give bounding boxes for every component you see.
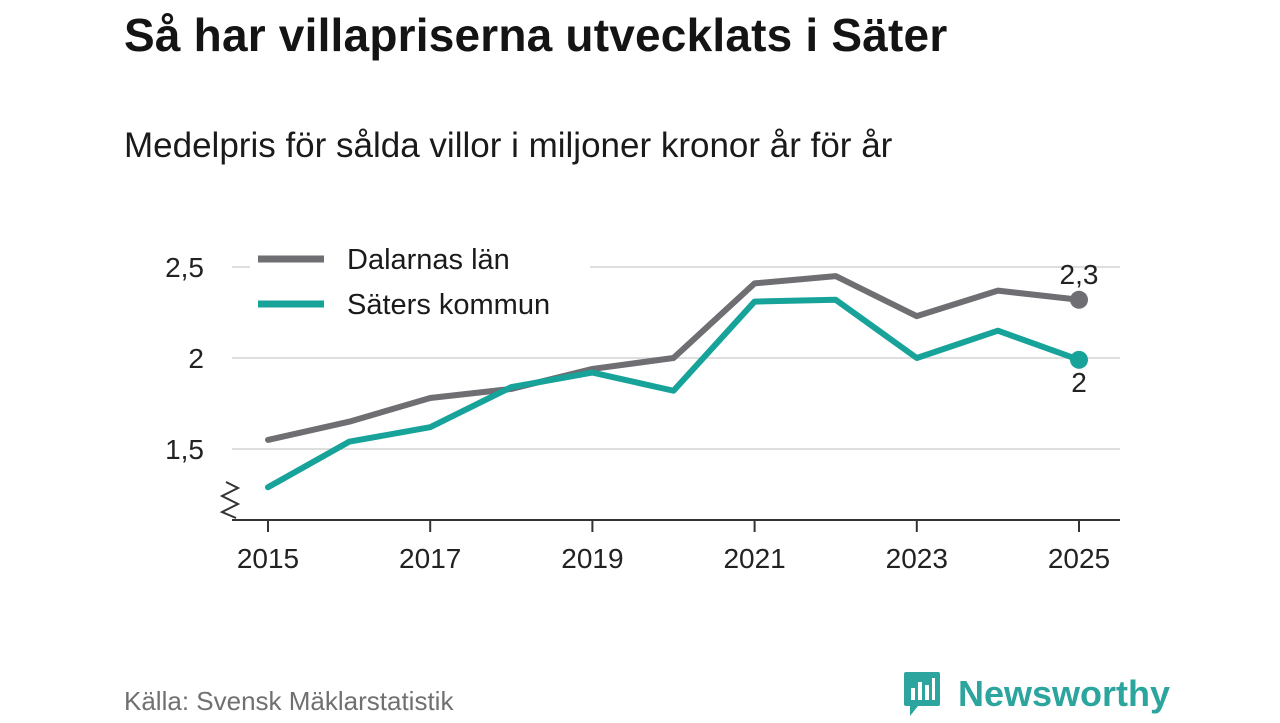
legend-label: Dalarnas län <box>347 244 510 276</box>
axis-break-icon <box>219 481 241 519</box>
chart-title: Så har villapriserna utvecklats i Säter <box>124 9 948 61</box>
legend-background <box>250 232 590 328</box>
x-tick-label: 2015 <box>237 543 299 574</box>
series-line <box>265 296 1082 491</box>
end-labels: 2,32 <box>1060 259 1099 398</box>
legend-label: Säters kommun <box>347 289 550 321</box>
y-tick-label: 1,5 <box>165 434 204 465</box>
end-label: 2 <box>1071 367 1087 398</box>
x-tick-label: 2021 <box>723 543 785 574</box>
brand-name: Newsworthy <box>958 673 1171 714</box>
series <box>265 273 1088 491</box>
series-line <box>265 273 1082 443</box>
y-tick-label: 2 <box>188 343 204 374</box>
source-note: Källa: Svensk Mäklarstatistik <box>124 686 454 716</box>
legend: Dalarnas län Säters kommun <box>250 232 590 328</box>
x-tick-label: 2023 <box>886 543 948 574</box>
series-end-point <box>1070 350 1088 369</box>
end-label: 2,3 <box>1060 259 1099 290</box>
x-tick-label: 2025 <box>1048 543 1110 574</box>
newsworthy-logo-icon <box>902 670 942 718</box>
chart-subtitle: Medelpris för sålda villor i miljoner kr… <box>124 126 893 165</box>
x-tick-label: 2019 <box>561 543 623 574</box>
axes: 1,5 2 2,5 2015 2017 2019 2021 2023 2025 <box>165 252 1120 574</box>
y-tick-label: 2,5 <box>165 252 204 283</box>
series-end-point <box>1070 290 1088 309</box>
brand-logo[interactable]: Newsworthy <box>902 670 1170 718</box>
x-tick-label: 2017 <box>399 543 461 574</box>
